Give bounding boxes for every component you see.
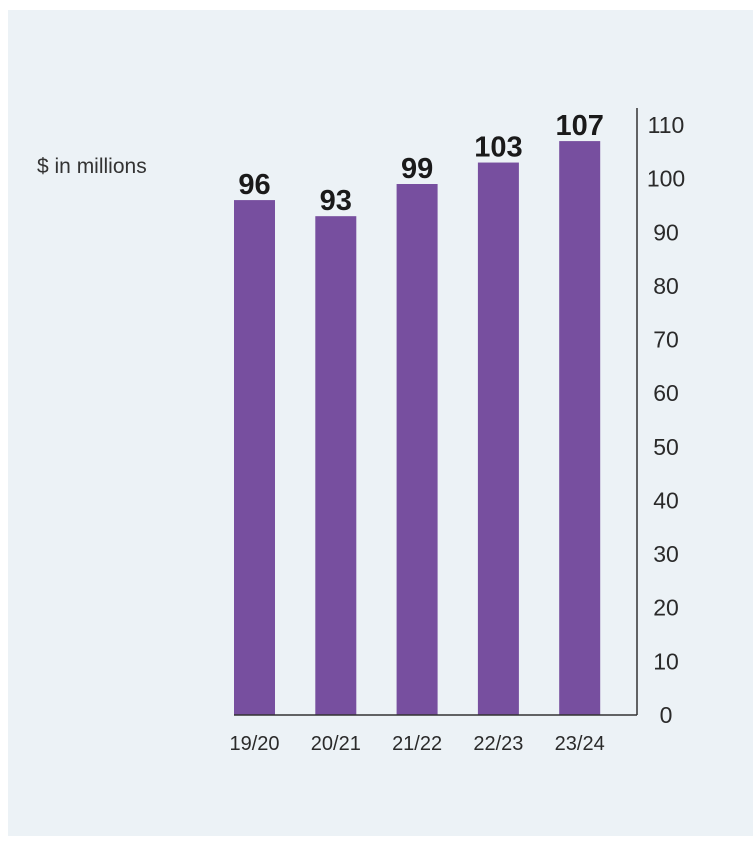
y-tick-label: 80 bbox=[653, 273, 679, 299]
bar-22-23 bbox=[477, 162, 519, 715]
chart-panel bbox=[8, 10, 753, 836]
y-tick-labels-group: 0 10 20 30 40 50 60 70 80 90 100 110 bbox=[647, 112, 685, 728]
x-tick-label: 22/23 bbox=[473, 733, 523, 755]
y-tick-label: 30 bbox=[653, 541, 679, 567]
x-tick-label: 21/22 bbox=[392, 733, 442, 755]
y-tick-label: 0 bbox=[660, 702, 673, 728]
bar-21-22 bbox=[396, 184, 438, 715]
y-tick-label: 10 bbox=[653, 648, 679, 674]
data-label: 96 bbox=[238, 169, 270, 201]
bars-group bbox=[234, 141, 601, 715]
y-tick-label: 20 bbox=[653, 595, 679, 621]
data-label: 99 bbox=[401, 153, 433, 185]
y-tick-label: 40 bbox=[653, 487, 679, 513]
y-tick-label: 100 bbox=[647, 166, 685, 192]
bar-19-20 bbox=[234, 200, 275, 715]
y-tick-label: 60 bbox=[653, 380, 679, 406]
data-labels-group: 96 93 99 103 107 bbox=[238, 110, 604, 217]
y-axis-title: $ in millions bbox=[37, 155, 147, 178]
x-tick-labels-group: 19/20 20/21 21/22 22/23 23/24 bbox=[229, 733, 604, 755]
x-tick-label: 23/24 bbox=[555, 733, 605, 755]
x-tick-label: 19/20 bbox=[229, 733, 279, 755]
data-label: 103 bbox=[474, 132, 522, 164]
y-tick-label: 70 bbox=[653, 327, 679, 353]
y-tick-label: 90 bbox=[653, 219, 679, 245]
bar-23-24 bbox=[559, 141, 601, 715]
bar-20-21 bbox=[315, 216, 357, 715]
y-tick-label: 50 bbox=[653, 434, 679, 460]
data-label: 93 bbox=[320, 185, 352, 217]
x-tick-label: 20/21 bbox=[311, 733, 361, 755]
y-tick-label: 110 bbox=[648, 112, 685, 138]
data-label: 107 bbox=[556, 110, 604, 142]
